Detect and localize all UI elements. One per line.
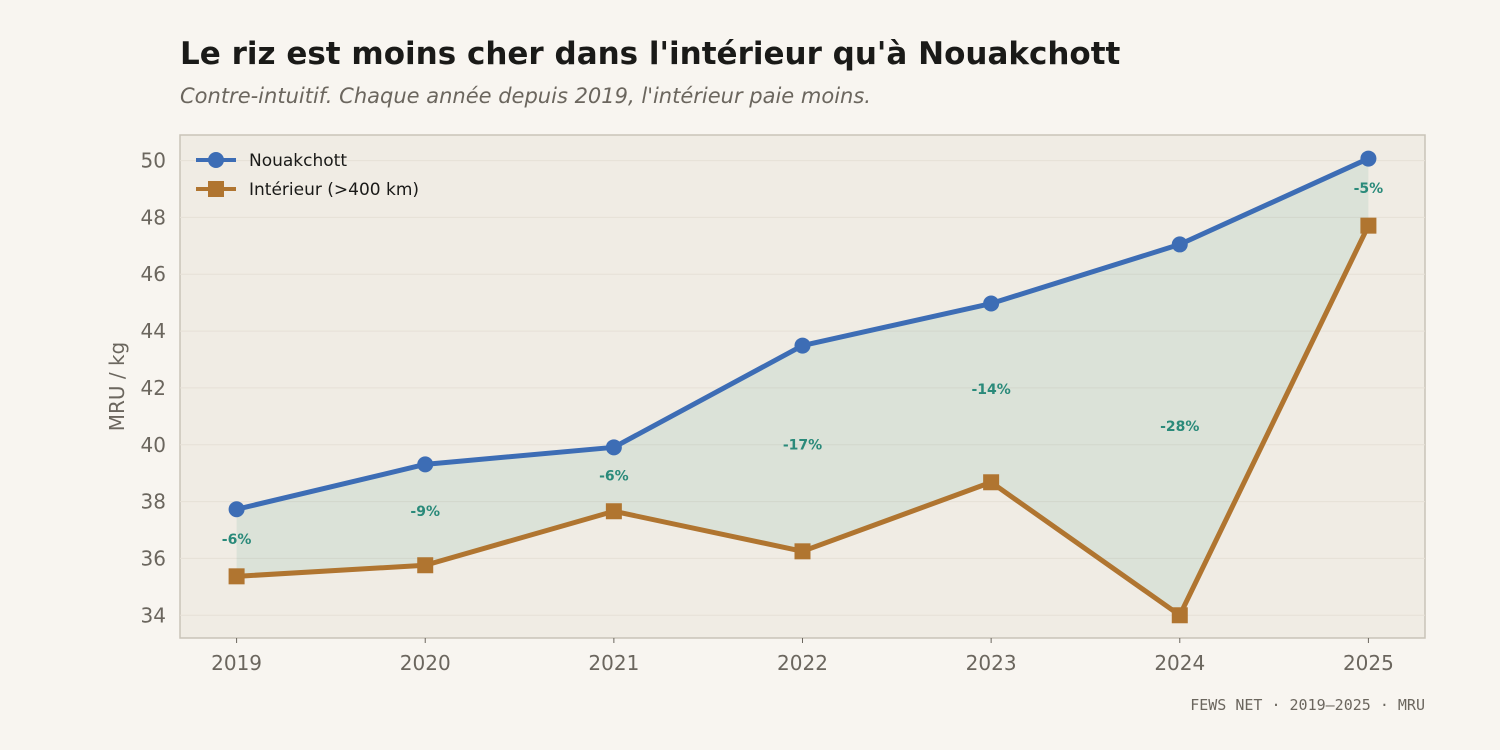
y-tick-label: 46 bbox=[141, 262, 166, 286]
data-point bbox=[794, 543, 811, 560]
x-tick-label: 2024 bbox=[1154, 651, 1205, 675]
source-footer: FEWS NET · 2019–2025 · MRU bbox=[1190, 696, 1425, 714]
x-tick-label: 2019 bbox=[211, 651, 262, 675]
legend-marker bbox=[208, 152, 224, 168]
data-point bbox=[1171, 236, 1188, 253]
y-tick-label: 44 bbox=[141, 319, 166, 343]
data-point bbox=[983, 295, 1000, 312]
y-tick-label: 38 bbox=[141, 490, 166, 514]
y-tick-label: 50 bbox=[141, 149, 166, 173]
data-point bbox=[605, 503, 622, 520]
gap-percent-label: -5% bbox=[1354, 181, 1384, 197]
data-point bbox=[605, 439, 622, 456]
x-tick-label: 2025 bbox=[1343, 651, 1394, 675]
x-tick-label: 2022 bbox=[777, 651, 828, 675]
data-point bbox=[228, 568, 245, 585]
data-point bbox=[1171, 607, 1188, 624]
data-point bbox=[1360, 217, 1377, 234]
legend-label: Intérieur (>400 km) bbox=[249, 180, 419, 200]
y-axis-label: MRU / kg bbox=[105, 342, 129, 432]
data-point bbox=[228, 501, 245, 518]
data-point bbox=[417, 557, 434, 574]
gap-fill-area bbox=[236, 158, 1369, 616]
y-tick-label: 34 bbox=[141, 603, 166, 627]
gap-percent-label: -17% bbox=[783, 437, 822, 453]
chart-title: Le riz est moins cher dans l'intérieur q… bbox=[180, 36, 1121, 72]
data-point bbox=[417, 456, 434, 473]
x-tick-label: 2020 bbox=[400, 651, 451, 675]
x-tick-label: 2023 bbox=[966, 651, 1017, 675]
y-tick-label: 42 bbox=[141, 376, 166, 400]
gap-percent-label: -9% bbox=[410, 504, 440, 520]
data-point bbox=[794, 337, 811, 354]
gap-percent-label: -14% bbox=[971, 382, 1010, 398]
x-tick-label: 2021 bbox=[588, 651, 639, 675]
y-tick-label: 48 bbox=[141, 205, 166, 229]
y-tick-label: 36 bbox=[141, 546, 166, 570]
gap-percent-label: -28% bbox=[1160, 419, 1199, 435]
chart-subtitle: Contre-intuitif. Chaque année depuis 201… bbox=[180, 84, 871, 108]
gap-percent-label: -6% bbox=[599, 468, 629, 484]
legend-marker bbox=[208, 181, 224, 197]
y-tick-label: 40 bbox=[141, 433, 166, 457]
data-point bbox=[1360, 150, 1377, 167]
data-point bbox=[983, 474, 1000, 491]
legend-label: Nouakchott bbox=[249, 151, 347, 171]
gap-percent-label: -6% bbox=[222, 532, 252, 548]
